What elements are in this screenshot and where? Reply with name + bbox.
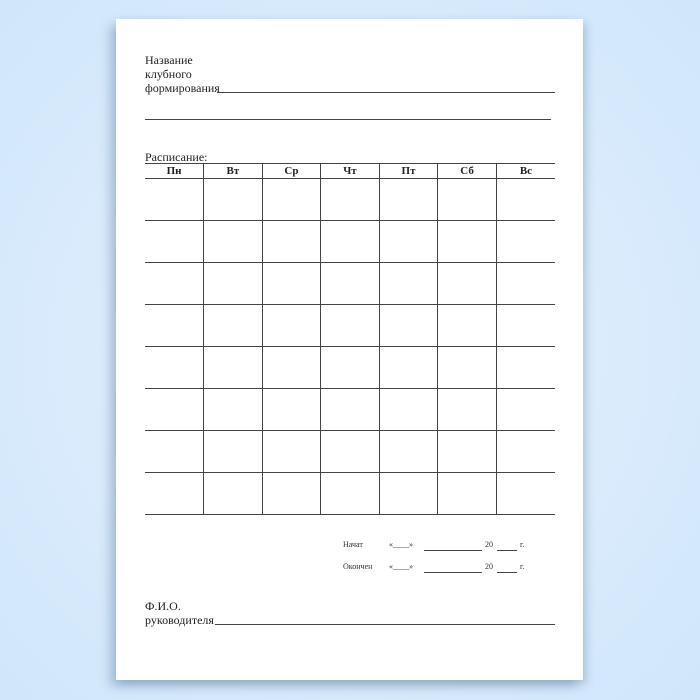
ended-year-field[interactable] — [497, 572, 517, 573]
ended-label: Окончен — [343, 562, 373, 571]
day-header: Ср — [261, 163, 321, 179]
schedule-cell[interactable] — [261, 262, 321, 305]
leader-label-2: руководителя — [145, 613, 214, 627]
schedule-cell[interactable] — [320, 346, 380, 389]
schedule-cell[interactable] — [261, 346, 321, 389]
schedule-cell[interactable] — [437, 346, 497, 389]
schedule-cell[interactable] — [261, 430, 321, 473]
schedule-cell[interactable] — [203, 346, 263, 389]
schedule-cell[interactable] — [203, 430, 263, 473]
schedule-row — [145, 346, 555, 389]
schedule-row — [145, 472, 555, 515]
schedule-cell[interactable] — [320, 304, 380, 347]
ended-month-field[interactable] — [424, 572, 482, 573]
schedule-cell[interactable] — [378, 304, 438, 347]
started-year-field[interactable] — [497, 550, 517, 551]
started-day-field[interactable]: «____» — [389, 540, 413, 549]
schedule-cell[interactable] — [378, 472, 438, 515]
started-year-suffix: г. — [520, 540, 525, 549]
schedule-row — [145, 388, 555, 431]
schedule-cell[interactable] — [320, 220, 380, 263]
schedule-cell[interactable] — [203, 178, 263, 221]
schedule-cell[interactable] — [320, 430, 380, 473]
schedule-cell[interactable] — [261, 472, 321, 515]
schedule-row — [145, 220, 555, 263]
schedule-cell[interactable] — [203, 220, 263, 263]
day-header: Пт — [378, 163, 438, 179]
schedule-cell[interactable] — [437, 304, 497, 347]
schedule-cell[interactable] — [378, 220, 438, 263]
day-header: Чт — [320, 163, 380, 179]
schedule-cell[interactable] — [261, 220, 321, 263]
schedule-cell[interactable] — [495, 220, 555, 263]
started-year-prefix: 20 — [485, 540, 493, 549]
schedule-cell[interactable] — [203, 304, 263, 347]
schedule-cell[interactable] — [145, 388, 204, 431]
schedule-row — [145, 178, 555, 221]
started-month-field[interactable] — [424, 550, 482, 551]
schedule-cell[interactable] — [320, 472, 380, 515]
schedule-cell[interactable] — [320, 388, 380, 431]
schedule-cell[interactable] — [145, 178, 204, 221]
day-header: Пн — [145, 163, 204, 179]
schedule-row — [145, 430, 555, 473]
schedule-cell[interactable] — [320, 178, 380, 221]
schedule-cell[interactable] — [437, 262, 497, 305]
schedule-cell[interactable] — [495, 346, 555, 389]
club-name-label-3: формирования — [145, 81, 220, 95]
schedule-cell[interactable] — [378, 430, 438, 473]
schedule-cell[interactable] — [261, 304, 321, 347]
schedule-row — [145, 304, 555, 347]
day-header: Вт — [203, 163, 263, 179]
club-name-field-2[interactable] — [145, 119, 551, 120]
schedule-cell[interactable] — [495, 430, 555, 473]
schedule-cell[interactable] — [378, 388, 438, 431]
schedule-cell[interactable] — [437, 178, 497, 221]
schedule-cell[interactable] — [203, 472, 263, 515]
form-page: Название клубного формирования Расписани… — [116, 19, 583, 680]
club-name-label-2: клубного — [145, 67, 192, 81]
ended-day-field[interactable]: «____» — [389, 562, 413, 571]
schedule-cell[interactable] — [378, 346, 438, 389]
club-name-label-1: Название — [145, 53, 193, 67]
schedule-cell[interactable] — [145, 346, 204, 389]
schedule-label: Расписание: — [145, 150, 208, 164]
schedule-table: Пн Вт Ср Чт Пт Сб Вс — [145, 163, 555, 515]
schedule-cell[interactable] — [495, 472, 555, 515]
schedule-cell[interactable] — [203, 388, 263, 431]
schedule-cell[interactable] — [378, 262, 438, 305]
schedule-cell[interactable] — [320, 262, 380, 305]
started-label: Начат — [343, 540, 363, 549]
day-header: Сб — [437, 163, 497, 179]
schedule-cell[interactable] — [437, 388, 497, 431]
schedule-cell[interactable] — [145, 220, 204, 263]
ended-year-suffix: г. — [520, 562, 525, 571]
schedule-cell[interactable] — [203, 262, 263, 305]
schedule-row — [145, 262, 555, 305]
day-header: Вс — [495, 163, 555, 179]
schedule-cell[interactable] — [495, 304, 555, 347]
schedule-cell[interactable] — [145, 304, 204, 347]
schedule-cell[interactable] — [495, 388, 555, 431]
leader-label-1: Ф.И.О. — [145, 599, 181, 613]
schedule-cell[interactable] — [495, 262, 555, 305]
schedule-cell[interactable] — [437, 472, 497, 515]
ended-year-prefix: 20 — [485, 562, 493, 571]
schedule-cell[interactable] — [437, 220, 497, 263]
club-name-field[interactable] — [217, 92, 555, 93]
schedule-cell[interactable] — [261, 388, 321, 431]
schedule-cell[interactable] — [495, 178, 555, 221]
schedule-cell[interactable] — [261, 178, 321, 221]
schedule-cell[interactable] — [145, 430, 204, 473]
schedule-cell[interactable] — [378, 178, 438, 221]
leader-name-field[interactable] — [215, 624, 555, 625]
schedule-cell[interactable] — [145, 472, 204, 515]
schedule-cell[interactable] — [145, 262, 204, 305]
schedule-cell[interactable] — [437, 430, 497, 473]
